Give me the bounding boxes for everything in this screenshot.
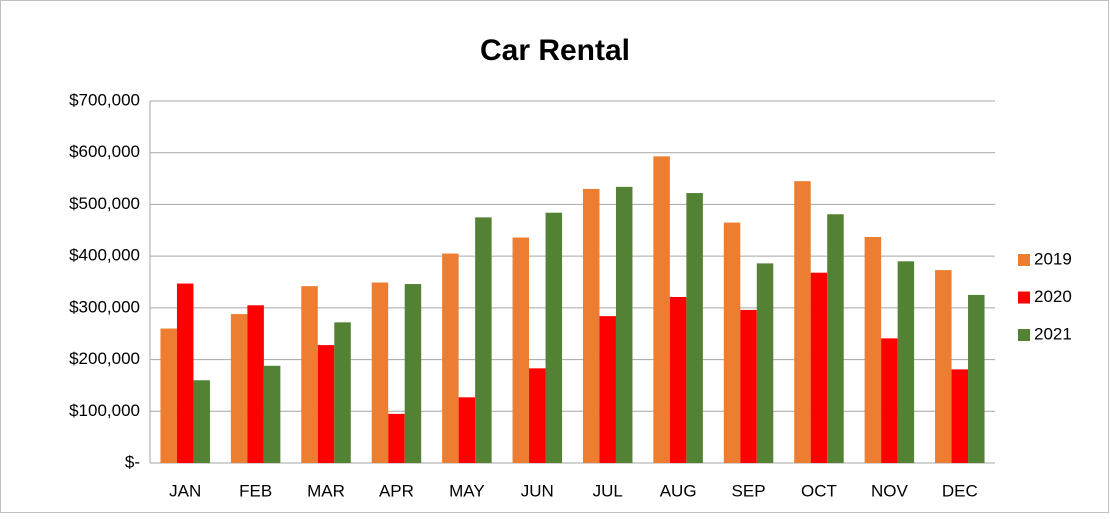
bar: [897, 261, 915, 463]
bar: [301, 286, 318, 463]
legend-label: 2021: [1034, 324, 1072, 343]
x-tick-label: NOV: [871, 481, 909, 500]
bar: [615, 186, 633, 464]
x-tick-label: OCT: [801, 481, 837, 500]
bar: [951, 369, 969, 463]
bar: [686, 193, 703, 463]
x-tick-label: MAY: [449, 481, 485, 500]
bar: [529, 368, 546, 463]
bar: [193, 380, 210, 463]
bar: [230, 314, 248, 463]
y-tick-label: $100,000: [69, 401, 140, 420]
y-tick-label: $500,000: [69, 194, 140, 213]
bar: [599, 316, 616, 463]
bar: [176, 283, 194, 463]
bar: [371, 282, 389, 463]
x-tick-label: JUL: [593, 481, 623, 500]
bar: [827, 214, 844, 463]
bar: [545, 212, 563, 463]
y-tick-label: $300,000: [69, 297, 140, 316]
y-tick-label: $400,000: [69, 246, 140, 265]
bar: [160, 328, 177, 463]
bar: [653, 156, 670, 463]
legend-swatch: [1018, 291, 1030, 304]
bar: [740, 309, 757, 463]
bar: [935, 270, 952, 463]
bar: [968, 294, 985, 463]
bar: [263, 365, 281, 463]
legend-swatch: [1018, 254, 1030, 266]
bar: [756, 263, 774, 463]
bar: [317, 345, 335, 463]
x-tick-label: JUN: [521, 481, 554, 500]
x-tick-label: FEB: [239, 481, 272, 500]
x-tick-label: MAR: [307, 481, 345, 500]
bar: [512, 237, 530, 463]
y-tick-label: $200,000: [69, 349, 140, 368]
bar: [458, 397, 476, 463]
x-tick-label: AUG: [660, 481, 697, 500]
bar: [669, 296, 687, 463]
bar: [404, 284, 422, 463]
chart-title: Car Rental: [480, 34, 630, 67]
bar: [475, 217, 492, 463]
bar: [881, 338, 898, 463]
bar: [723, 222, 741, 463]
legend-swatch: [1018, 329, 1030, 341]
legend-label: 2020: [1034, 287, 1072, 306]
y-tick-label: $700,000: [69, 90, 140, 109]
x-tick-label: SEP: [732, 481, 766, 500]
bar: [388, 413, 405, 463]
bar: [442, 253, 459, 463]
legend-label: 2019: [1034, 249, 1072, 268]
x-tick-label: JAN: [169, 481, 201, 500]
x-tick-label: APR: [379, 481, 414, 500]
bar: [864, 237, 882, 463]
bar: [582, 188, 600, 463]
bar: [810, 272, 828, 463]
bar: [794, 181, 811, 463]
bar: [334, 322, 351, 463]
bar: [247, 305, 264, 463]
y-tick-label: $600,000: [69, 142, 140, 161]
y-tick-label: $-: [125, 452, 140, 471]
x-tick-label: DEC: [942, 481, 978, 500]
